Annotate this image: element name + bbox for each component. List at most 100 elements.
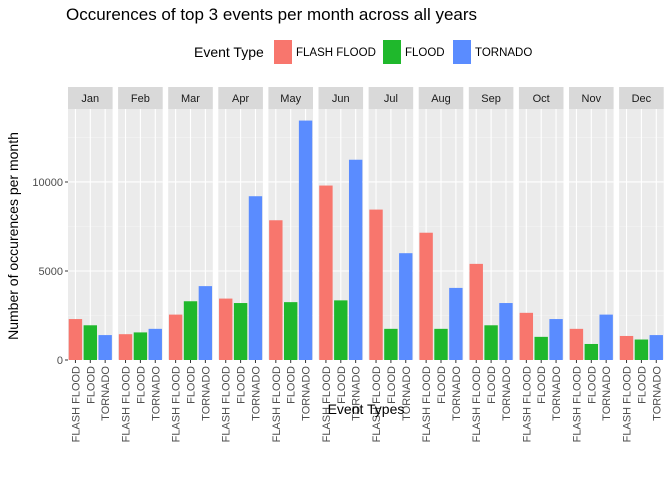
bar-jan-tornado [98,335,112,360]
x-tick-label: FLASH FLOOD [121,366,133,442]
bar-aug-tornado [449,287,463,360]
bar-jul-tornado [399,253,413,360]
bar-may-flash-flood [269,220,283,360]
bar-dec-flood [634,339,649,360]
chart-title: Occurences of top 3 events per month acr… [66,5,477,24]
x-tick-label: TORNADO [651,366,663,421]
panel-nov: Nov FLASH FLOOD FLOOD TORNADO [569,87,614,442]
panel-feb: Feb FLASH FLOOD FLOOD TORNADO [118,87,163,442]
bar-mar-flash-flood [168,314,183,360]
panel-may: May FLASH FLOOD FLOOD TORNADO [268,87,313,442]
x-tick-label: TORNADO [601,366,613,421]
facet-strip-label: Jun [332,93,350,105]
y-tick-label: 5000 [39,266,63,278]
bar-feb-tornado [148,328,162,360]
bar-jun-flash-flood [319,185,333,360]
facet-strip-label: Sep [481,93,501,105]
facet-strip [468,87,514,109]
facet-strip [569,87,614,109]
facet-strip-label: Nov [582,93,602,105]
x-tick-label: TORNADO [250,366,262,421]
facet-strip-label: Apr [232,93,249,105]
facet-strip [118,87,163,109]
facet-strip-label: Mar [181,93,200,105]
x-tick-label: TORNADO [501,366,513,421]
bar-feb-flood [133,332,148,360]
x-tick-label: TORNADO [100,366,112,421]
bar-sep-flood [484,325,498,360]
x-tick-label: FLASH FLOOD [471,366,483,442]
x-tick-label: FLASH FLOOD [321,366,333,442]
x-tick-label: FLOOD [135,366,147,404]
x-tick-label: TORNADO [551,366,563,421]
x-tick-label: TORNADO [401,366,413,421]
facet-strip [368,87,414,109]
bar-sep-flash-flood [469,263,483,360]
panel-jun: Jun FLASH FLOOD FLOOD TORNADO [318,87,364,442]
facet-strip [619,87,664,109]
x-tick-label: TORNADO [451,366,463,421]
facet-strip [268,87,313,109]
x-tick-label: TORNADO [351,366,363,421]
x-tick-label: FLASH FLOOD [70,366,82,442]
facet-strip-label: Oct [533,93,550,105]
x-tick-label: FLOOD [636,366,648,404]
facet-strip-label: Dec [632,93,652,105]
bar-mar-flood [183,301,198,360]
legend-label: FLASH FLOOD [296,47,376,59]
legend-label: FLOOD [405,47,445,59]
x-tick-label: FLOOD [336,366,348,404]
facet-strip [418,87,464,109]
panel-apr: Apr FLASH FLOOD FLOOD TORNADO [218,87,263,442]
bar-apr-flash-flood [219,298,233,360]
x-tick-label: FLOOD [436,366,448,404]
x-tick-label: FLOOD [286,366,298,404]
facet-strip [218,87,263,109]
bar-may-tornado [298,120,313,360]
y-tick-label: 0 [57,355,63,367]
bar-sep-tornado [499,303,513,360]
legend-key-tornado [453,40,471,64]
bar-apr-flood [233,303,248,360]
bar-dec-tornado [649,335,663,360]
bar-jan-flood [83,325,97,360]
y-axis-title: Number of occurences per month [5,132,21,340]
x-tick-label: FLOOD [236,366,248,404]
panel-oct: Oct FLASH FLOOD FLOOD TORNADO [518,87,564,442]
bar-oct-flood [534,336,548,360]
legend: Event Type FLASH FLOOD FLOOD TORNADO [194,40,532,64]
facet-strip [518,87,564,109]
bar-mar-tornado [198,286,213,360]
y-tick-label: 10000 [32,177,63,189]
x-tick-label: FLASH FLOOD [421,366,433,442]
x-tick-label: FLOOD [386,366,398,404]
facet-strip-label: Jan [81,93,99,105]
bar-nov-tornado [599,314,613,360]
bar-aug-flood [434,328,448,360]
facet-strip-label: Aug [431,93,451,105]
x-tick-label: FLOOD [536,366,548,404]
facet-strip [168,87,213,109]
bar-may-flood [284,302,298,360]
bar-jan-flash-flood [68,319,83,360]
x-tick-label: FLASH FLOOD [622,366,634,442]
x-tick-label: FLASH FLOOD [371,366,383,442]
bar-jul-flash-flood [369,209,383,360]
facet-strip-label: Feb [131,93,150,105]
bar-dec-flash-flood [619,335,634,360]
y-axis: 0 5000 10000 [32,177,68,367]
bar-jun-tornado [348,159,363,360]
bar-jul-flood [384,328,398,360]
panel-jul: Jul FLASH FLOOD FLOOD TORNADO [368,87,414,442]
x-tick-label: FLOOD [486,366,498,404]
bar-nov-flood [584,343,598,360]
x-tick-label: TORNADO [301,366,313,421]
x-tick-label: FLOOD [586,366,598,404]
bar-jun-flood [334,300,348,360]
x-tick-label: FLASH FLOOD [521,366,533,442]
bar-nov-flash-flood [569,328,584,360]
panel-sep: Sep FLASH FLOOD FLOOD TORNADO [468,87,514,442]
facet-strip [318,87,364,109]
